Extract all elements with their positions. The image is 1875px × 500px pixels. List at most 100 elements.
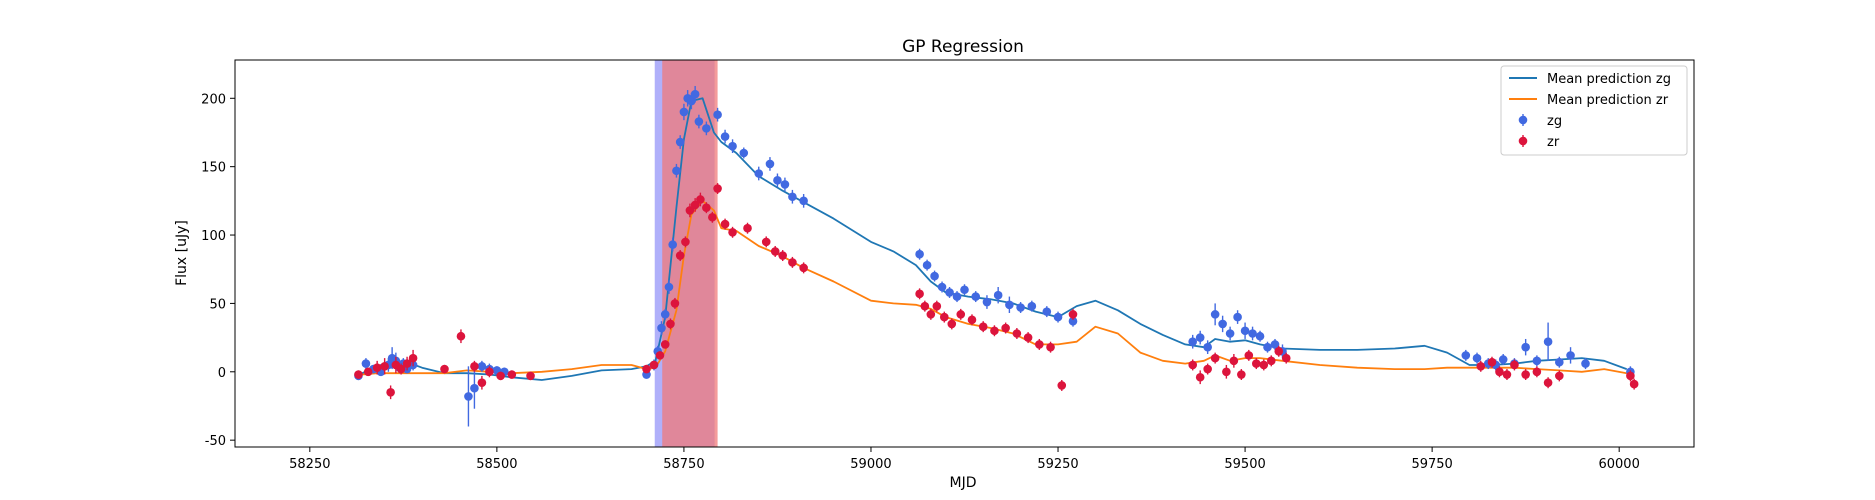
x-axis: 58250 58500 58750 59000 59250 59500 59750 60000 — [289, 447, 1640, 472]
data-point — [702, 124, 711, 133]
x-tick-label: 58500 — [476, 457, 517, 472]
data-point — [788, 192, 797, 202]
data-point — [728, 141, 737, 151]
plot-frame — [234, 59, 1695, 448]
x-tick-label: 59250 — [1037, 457, 1078, 472]
data-point — [1210, 353, 1220, 363]
data-point — [780, 180, 790, 189]
data-point — [708, 212, 717, 222]
plot-area — [354, 85, 1639, 427]
y-tick-label: 200 — [201, 92, 226, 107]
data-point — [386, 388, 395, 397]
data-point — [477, 362, 487, 371]
x-tick-label: 59000 — [850, 457, 891, 472]
data-point — [1188, 360, 1198, 370]
data-point — [668, 240, 677, 249]
series-points-zr — [354, 183, 1639, 400]
data-point — [470, 362, 479, 371]
x-tick-label: 59750 — [1411, 457, 1452, 472]
data-point — [685, 206, 695, 215]
data-point — [1248, 329, 1257, 338]
data-point — [402, 359, 412, 368]
data-point — [496, 371, 505, 381]
data-point — [1281, 353, 1291, 363]
y-axis-label: Flux [uJy] — [174, 220, 190, 286]
data-point — [1476, 362, 1486, 371]
data-point — [675, 137, 685, 147]
x-tick-label: 58250 — [289, 457, 330, 472]
data-point — [681, 237, 690, 247]
data-point — [1555, 371, 1564, 381]
data-point — [1270, 340, 1280, 349]
data-point — [739, 148, 749, 158]
data-point — [672, 166, 681, 176]
data-point — [945, 288, 954, 297]
data-point — [657, 323, 666, 333]
data-point — [799, 263, 808, 273]
data-point — [1629, 379, 1639, 389]
data-point — [920, 301, 930, 311]
data-point — [660, 340, 670, 349]
data-point — [690, 89, 700, 99]
y-tick-label: -50 — [205, 434, 226, 449]
data-point — [1259, 360, 1269, 370]
data-point — [675, 251, 685, 260]
data-point — [485, 367, 494, 377]
legend-label: zg — [1547, 114, 1562, 129]
data-point — [1566, 351, 1575, 360]
legend-box — [1500, 65, 1688, 156]
x-tick-label: 58750 — [663, 457, 704, 472]
data-point — [1255, 331, 1265, 341]
data-point — [930, 271, 939, 281]
data-point — [649, 360, 659, 370]
data-point — [464, 392, 473, 401]
data-point — [960, 285, 969, 295]
data-point — [380, 362, 389, 371]
data-point — [1532, 367, 1542, 377]
data-point — [361, 359, 371, 368]
data-point — [1035, 340, 1044, 349]
data-point — [1068, 316, 1078, 326]
data-point — [1543, 337, 1553, 347]
data-point — [456, 331, 466, 341]
data-point — [1274, 346, 1284, 356]
data-point — [1027, 301, 1037, 311]
y-tick-label: 150 — [201, 161, 226, 176]
data-point — [990, 326, 999, 336]
data-point — [1626, 371, 1635, 381]
legend-label: Mean prediction zr — [1547, 93, 1669, 108]
data-point — [1237, 370, 1246, 379]
data-point — [761, 237, 771, 247]
data-point — [1068, 310, 1078, 319]
data-point — [642, 364, 651, 374]
x-tick-label: 60000 — [1598, 457, 1639, 472]
data-point — [720, 219, 730, 229]
data-point — [1053, 312, 1063, 322]
data-point — [947, 319, 957, 329]
data-point — [1057, 381, 1067, 390]
data-point — [470, 383, 479, 393]
data-point — [679, 107, 689, 117]
data-point — [670, 299, 680, 308]
data-point — [743, 223, 752, 233]
data-point — [440, 364, 449, 374]
data-point — [915, 249, 924, 259]
data-point — [799, 196, 808, 206]
data-point — [372, 363, 382, 372]
data-point — [507, 370, 517, 379]
data-point — [1016, 303, 1025, 312]
data-point — [1581, 359, 1590, 368]
data-point — [1188, 337, 1198, 347]
data-point — [477, 378, 487, 388]
data-point — [713, 184, 722, 193]
data-point — [1472, 353, 1482, 363]
data-point — [1005, 300, 1014, 310]
data-point — [1266, 356, 1276, 366]
data-point — [1240, 326, 1250, 336]
data-point — [1218, 319, 1227, 329]
data-point — [1229, 356, 1239, 366]
data-point — [396, 364, 406, 374]
data-point — [978, 322, 988, 331]
data-point — [1203, 364, 1212, 374]
data-point — [1244, 351, 1254, 360]
